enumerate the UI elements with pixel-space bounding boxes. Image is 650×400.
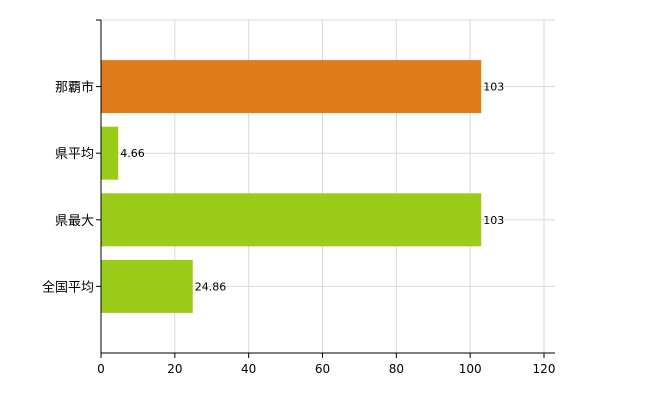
x-tick-label: 80 — [389, 362, 404, 376]
labels: 0 20 40 60 80 100 120 103 那覇市 4.66 県平均 103 県最大 24.86 全… — [42, 80, 555, 376]
bars — [101, 60, 482, 313]
bar — [101, 193, 482, 247]
category-label: 那覇市 — [55, 80, 94, 96]
x-tick-label: 40 — [241, 362, 256, 376]
axes — [96, 19, 555, 358]
data-label: 103 — [483, 214, 504, 227]
data-label: 4.66 — [120, 147, 144, 160]
data-label: 103 — [483, 81, 504, 94]
category-label: 全国平均 — [42, 279, 94, 295]
x-tick-label: 20 — [167, 362, 182, 376]
category-label: 県平均 — [55, 147, 94, 162]
data-label: 24.86 — [195, 280, 227, 293]
x-tick-label: 100 — [459, 362, 482, 376]
bar — [101, 259, 193, 313]
bar — [101, 126, 119, 180]
x-tick-label: 0 — [97, 362, 105, 376]
bar — [101, 60, 482, 114]
x-tick-label: 120 — [533, 362, 556, 376]
category-label: 県最大 — [55, 214, 94, 229]
x-tick-label: 60 — [315, 362, 330, 376]
